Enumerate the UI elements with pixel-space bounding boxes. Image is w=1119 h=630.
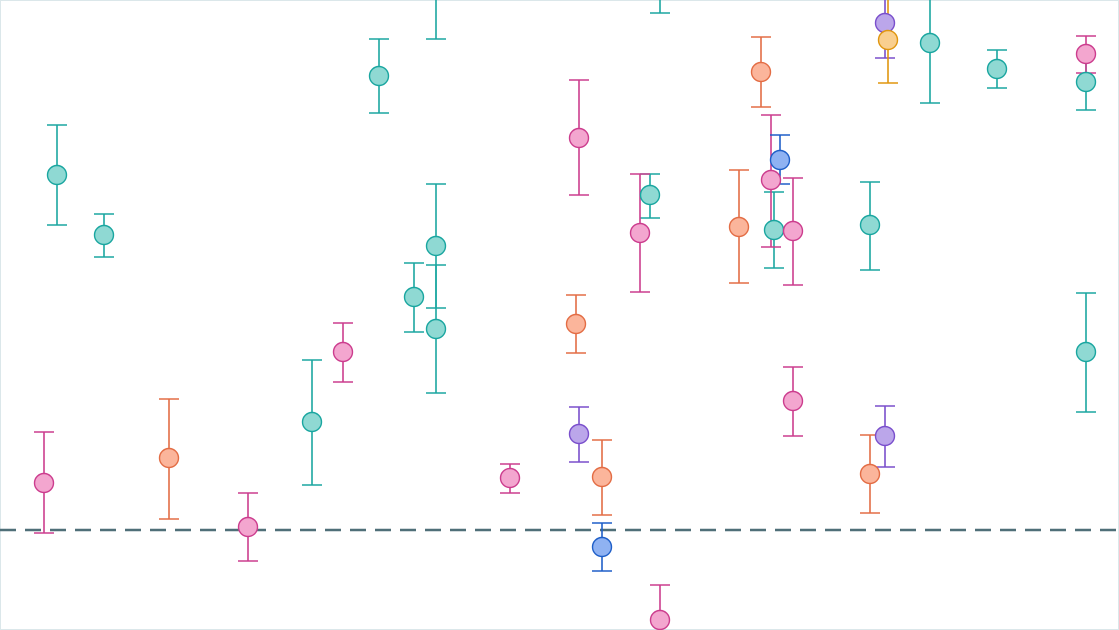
pink-data-point: [1075, 43, 1097, 65]
pink-data-point: [649, 609, 671, 630]
orange-data-point: [728, 216, 750, 238]
teal-data-point: [919, 32, 941, 54]
pink-data-point: [782, 220, 804, 242]
teal-data-point: [859, 214, 881, 236]
pink-data-point: [760, 169, 782, 191]
teal-data-point: [639, 184, 661, 206]
gold-data-point: [877, 29, 899, 51]
blue-data-point: [591, 536, 613, 558]
teal-data-point: [93, 224, 115, 246]
teal-error-bar: [650, 0, 670, 14]
teal-data-point: [1075, 341, 1097, 363]
orange-data-point: [565, 313, 587, 335]
teal-data-point: [425, 235, 447, 257]
orange-data-point: [750, 61, 772, 83]
orange-data-point: [158, 447, 180, 469]
orange-data-point: [859, 463, 881, 485]
teal-data-point: [1075, 71, 1097, 93]
teal-data-point: [46, 164, 68, 186]
teal-data-point: [763, 219, 785, 241]
pink-data-point: [33, 472, 55, 494]
pink-data-point: [332, 341, 354, 363]
pink-data-point: [568, 127, 590, 149]
pink-data-point: [629, 222, 651, 244]
purple-data-point: [874, 425, 896, 447]
teal-data-point: [425, 318, 447, 340]
pink-data-point: [237, 516, 259, 538]
purple-data-point: [874, 12, 896, 34]
teal-error-bar: [426, 0, 446, 40]
teal-data-point: [301, 411, 323, 433]
marker-layer: [33, 12, 1097, 630]
teal-data-point: [986, 58, 1008, 80]
teal-data-point: [368, 65, 390, 87]
pink-data-point: [782, 390, 804, 412]
teal-data-point: [403, 286, 425, 308]
orange-data-point: [591, 466, 613, 488]
pink-data-point: [499, 467, 521, 489]
purple-data-point: [568, 423, 590, 445]
blue-data-point: [769, 149, 791, 171]
